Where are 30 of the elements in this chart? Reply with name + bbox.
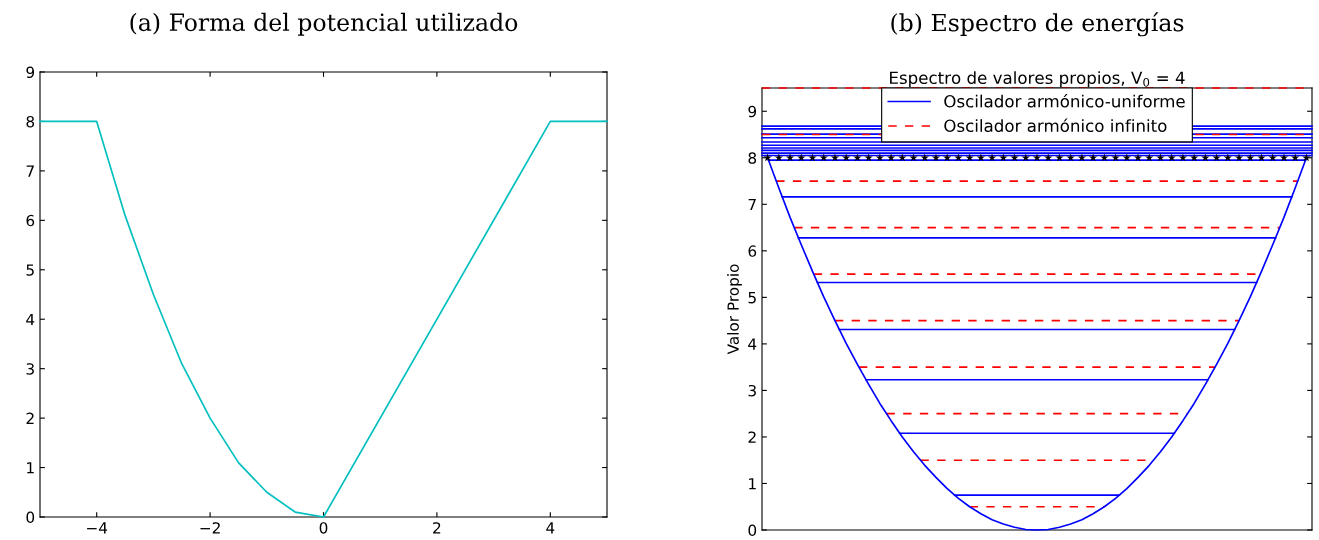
y-tick-label: 8 [26,115,35,128]
y-tick-label: 7 [748,198,756,211]
x-tick-label: −2 [200,522,220,534]
y-tick-label: 8 [748,152,757,164]
y-tick-label: 1 [749,478,756,490]
y-tick-label: 9 [748,105,757,118]
x-tick-label: 4 [546,522,555,534]
y-tick-label: 6 [26,214,35,227]
y-tick-label: 0 [26,511,35,524]
y-tick-label: 5 [748,292,756,304]
y-tick-label: 7 [26,165,34,177]
legend-label: Oscilador armónico infinito [944,118,1167,133]
y-tick-label: 3 [26,363,34,375]
legend-label: Oscilador armónico-uniforme [944,94,1185,108]
x-tick-label: −4 [87,522,108,534]
y-tick-label: 4 [748,338,757,350]
x-tick-label: 2 [433,522,441,534]
y-axis-title: Valor Propio [727,264,742,355]
y-tick-label: 3 [748,384,756,397]
y-tick-label: 4 [26,313,35,326]
y-tick-label: 9 [26,66,35,79]
y-tick-label: 2 [748,431,756,443]
chart-title: (a) Forma del potencial utilizado [130,12,518,36]
x-tick-label: 0 [319,522,328,534]
chart-title: (b) Espectro de energías [891,12,1184,37]
y-tick-label: 6 [748,245,757,257]
y-tick-label: 5 [26,264,34,276]
y-tick-label: 1 [27,462,34,474]
y-tick-label: 2 [26,412,34,424]
chart-subtitle: Espectro de valores propios, V$_{0}$ = 4 [890,71,1185,88]
